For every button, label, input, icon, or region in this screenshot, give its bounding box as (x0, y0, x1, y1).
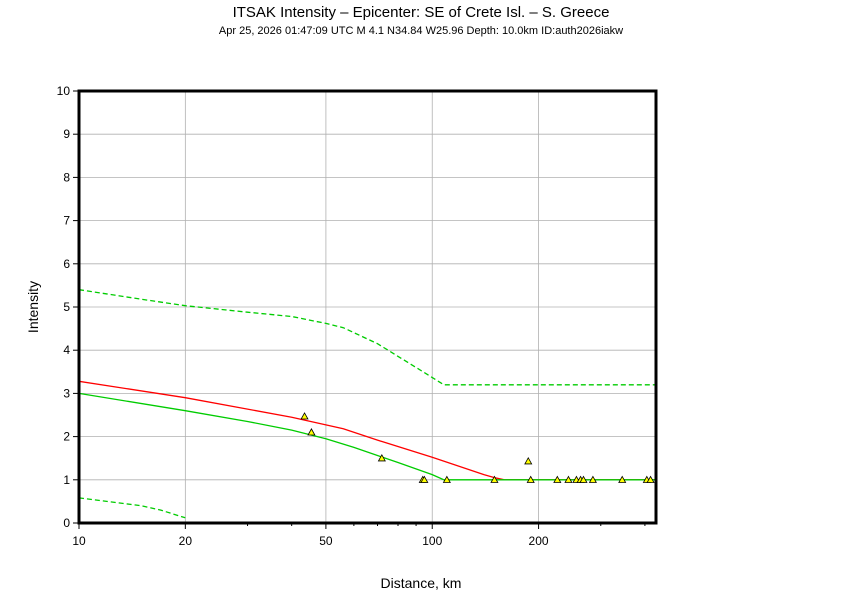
chart-title: ITSAK Intensity – Epicenter: SE of Crete… (232, 4, 610, 21)
y-tick-label: 4 (63, 343, 70, 357)
y-tick-label: 9 (63, 127, 70, 141)
observation-point (307, 428, 316, 436)
observation-point (646, 475, 655, 483)
observation-point (300, 412, 309, 420)
observation-point (553, 475, 562, 483)
series-line-1 (78, 392, 656, 481)
x-tick-label: 100 (422, 534, 442, 548)
axis-ticks: 0 1 2 3 4 5 6 7 8 9 10 10 20 50 100 200 (57, 84, 646, 548)
chart-subtitle: Apr 25, 2026 01:47:09 UTC M 4.1 N34.84 W… (218, 25, 624, 37)
observation-point (588, 475, 597, 483)
y-tick-label: 6 (63, 257, 70, 271)
x-tick-label: 20 (179, 534, 193, 548)
x-tick-label: 200 (529, 534, 549, 548)
y-tick-label: 3 (63, 386, 70, 400)
y-tick-label: 10 (57, 84, 71, 98)
bound-line-3 (78, 497, 186, 519)
observation-point (579, 475, 588, 483)
y-tick-label: 5 (63, 300, 70, 314)
observation-point (377, 453, 386, 462)
y-tick-label: 7 (63, 214, 70, 228)
bound-line-2 (78, 289, 656, 386)
observation-point (524, 457, 533, 465)
series-lines (78, 289, 656, 519)
y-tick-label: 0 (63, 516, 70, 530)
observation-point (618, 475, 627, 483)
observation-point (526, 475, 535, 483)
series-line-0 (78, 380, 656, 481)
observation-point (564, 475, 573, 483)
grid (78, 90, 656, 524)
y-tick-label: 8 (63, 170, 70, 184)
observation-point (420, 475, 429, 483)
y-axis-label: Intensity (25, 281, 41, 333)
x-axis-label: Distance, km (381, 575, 462, 591)
y-tick-label: 2 (63, 430, 70, 444)
y-tick-label: 1 (63, 473, 70, 487)
observation-point (442, 475, 451, 483)
observation-points (300, 412, 655, 483)
x-tick-label: 10 (72, 534, 86, 548)
observation-point (490, 475, 499, 483)
x-tick-label: 50 (319, 534, 333, 548)
